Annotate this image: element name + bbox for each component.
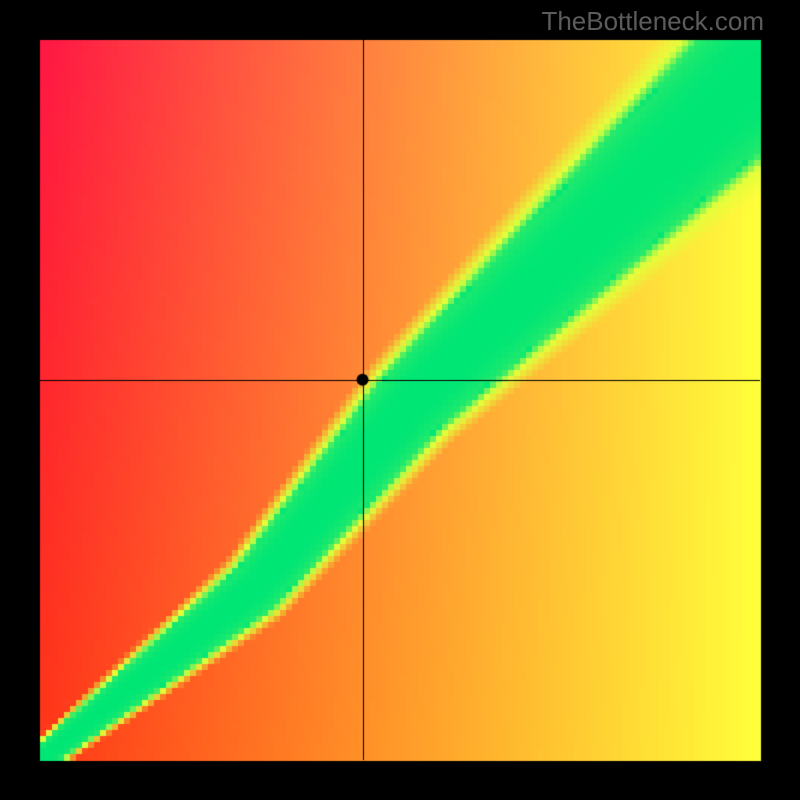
- watermark-text: TheBottleneck.com: [541, 6, 764, 37]
- bottleneck-heatmap: [0, 0, 800, 800]
